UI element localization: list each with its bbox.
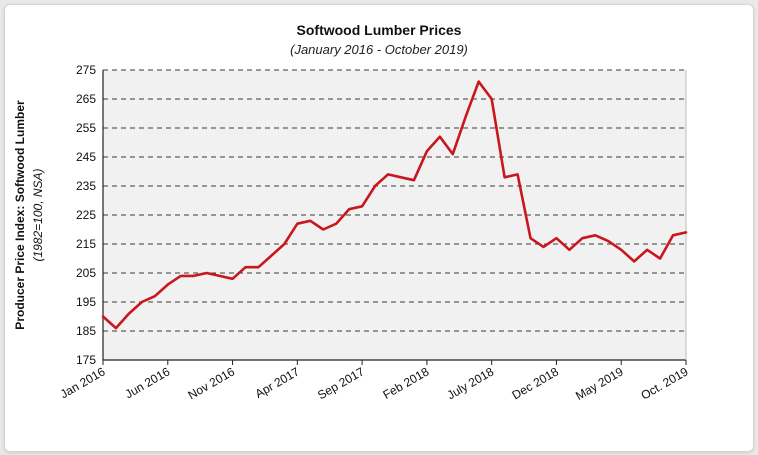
series-line [101,80,688,330]
x-tick-label: Dec 2018 [509,364,561,402]
x-tick-label: Jan 2016 [58,364,108,401]
x-tick-label: Nov 2016 [186,364,238,402]
x-tick-label: Apr 2017 [253,364,302,401]
x-tick-label: July 2018 [445,364,497,402]
gridlines [103,69,686,332]
x-tick-labels: Jan 2016 Jun 2016 Nov 2016 Apr 2017 Sep 2017… [58,360,691,403]
chart-subtitle: (January 2016 - October 2019) [290,42,468,57]
y-tick-label: 235 [76,179,96,193]
axes [102,70,687,361]
y-axis-label: Producer Price Index: Softwood Lumber [13,100,27,330]
chart-title: Softwood Lumber Prices [296,22,462,38]
y-axis-sublabel: (1982=100, NSA) [31,168,45,261]
y-tick-label: 275 [76,63,96,77]
x-tick-label: Jun 2016 [123,364,173,401]
x-tick-label: Feb 2018 [380,364,431,402]
y-tick-label: 205 [76,266,96,280]
y-tick-label: 185 [76,324,96,338]
y-tick-labels: 175 185 195 205 215 225 235 245 255 265 275 [76,63,96,367]
series-group [101,80,688,330]
y-tick-label: 255 [76,121,96,135]
y-tick-label: 265 [76,92,96,106]
y-tick-label: 175 [76,353,96,367]
y-tick-label: 245 [76,150,96,164]
y-tick-label: 225 [76,208,96,222]
x-tick-label: May 2019 [573,364,626,403]
x-tick-label: Oct. 2019 [638,364,690,402]
x-tick-label: Sep 2017 [315,364,367,402]
y-tick-label: 215 [76,237,96,251]
y-tick-label: 195 [76,295,96,309]
